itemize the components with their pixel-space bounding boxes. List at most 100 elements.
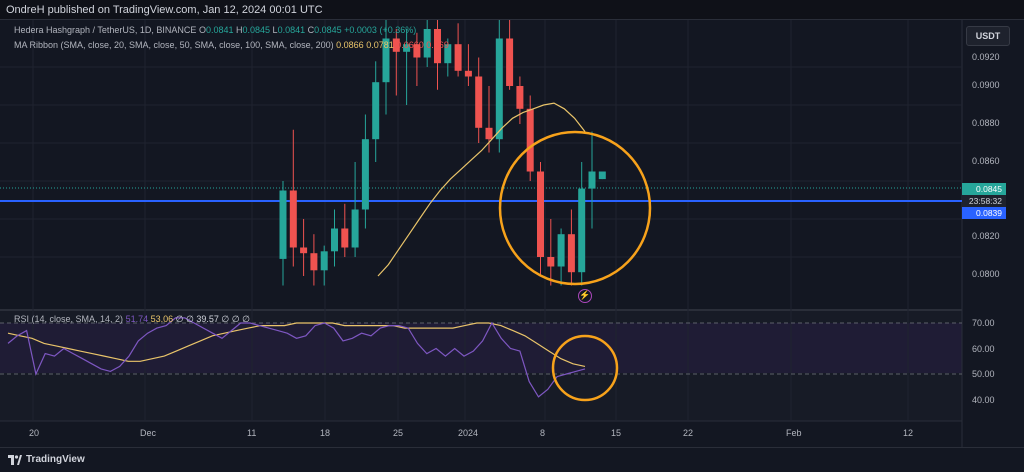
published-header: OndreH published on TradingView.com, Jan… <box>0 0 1024 20</box>
ma-ribbon-legend[interactable]: MA Ribbon (SMA, close, 20, SMA, close, 5… <box>14 40 449 50</box>
highlight-circle-price[interactable] <box>498 130 652 286</box>
candle-body <box>392 38 400 52</box>
rsi-tick-50: 50.00 <box>972 369 995 379</box>
ma-value-2: 0.0781 <box>366 40 394 50</box>
candle-body <box>382 38 390 83</box>
candle-body <box>423 29 431 58</box>
rsi-value-6: ∅ <box>221 314 230 324</box>
time-tick-12: 12 <box>903 428 913 438</box>
candle-body <box>341 228 349 248</box>
candle-body <box>403 44 411 52</box>
close-value: 0.0845 <box>314 25 342 35</box>
low-value: 0.0841 <box>277 25 306 35</box>
time-tick-feb: Feb <box>786 428 802 438</box>
rsi-value-1: 51.74 <box>125 314 149 324</box>
ma-value-4: 0.069 <box>426 40 449 50</box>
gridlines <box>0 20 962 421</box>
price-tick-0800: 0.0800 <box>972 269 1000 279</box>
footer-bar: TradingView <box>0 447 1024 472</box>
highlight-circle-rsi[interactable] <box>551 334 619 402</box>
low-label: L <box>272 25 278 35</box>
candle-body <box>475 76 483 128</box>
rsi-tick-60: 60.00 <box>972 344 995 354</box>
last-price-badge: 0.0845 <box>962 183 1006 195</box>
time-tick-22: 22 <box>683 428 693 438</box>
line-price-value: 0.0839 <box>976 208 1002 218</box>
ma-ribbon-label: MA Ribbon (SMA, close, 20, SMA, close, 5… <box>14 40 334 50</box>
change-value: +0.0003 (+0.36%) <box>344 25 417 35</box>
ma-value-1: 0.0866 <box>336 40 364 50</box>
rsi-line <box>7 317 586 398</box>
time-tick-dec: Dec <box>140 428 157 438</box>
time-tick-18: 18 <box>320 428 330 438</box>
close-label: C <box>307 25 315 35</box>
candle-body <box>289 190 297 248</box>
open-value: 0.0841 <box>205 25 234 35</box>
time-tick-15: 15 <box>611 428 621 438</box>
price-tick-0900: 0.0900 <box>972 80 1000 90</box>
candle-body <box>506 38 514 86</box>
ma-value-3: 0.0660 <box>396 40 424 50</box>
published-text: OndreH published on TradingView.com, Jan… <box>6 4 323 16</box>
rsi-legend[interactable]: RSI (14, close, SMA, 14, 2) 51.74 53.06 … <box>14 314 250 325</box>
candle-body <box>526 108 534 172</box>
footer-brand: TradingView <box>26 454 85 465</box>
rsi-label: RSI (14, close, SMA, 14, 2) <box>14 314 124 324</box>
candle-body <box>588 171 596 189</box>
candle-body <box>464 70 472 77</box>
candle-body <box>454 44 462 71</box>
candle-body <box>578 188 586 273</box>
countdown-badge: 23:58:32 <box>962 195 1006 207</box>
time-tick-2024: 2024 <box>458 428 478 438</box>
time-tick-25: 25 <box>393 428 403 438</box>
line-price-badge: 0.0839 <box>962 207 1006 219</box>
ma-ribbon-line <box>377 102 586 277</box>
candle-body <box>361 139 369 210</box>
candle-body <box>351 209 359 248</box>
symbol-name: Hedera Hashgraph / TetherUS, 1D, BINANCE <box>14 25 197 35</box>
candle-body <box>516 86 524 109</box>
candle-body <box>537 171 544 257</box>
high-value: 0.0845 <box>242 25 271 35</box>
time-tick-20: 20 <box>29 428 39 438</box>
candle-body <box>413 44 421 58</box>
candle-body <box>372 82 380 140</box>
candles-group <box>279 20 606 286</box>
lightning-icon[interactable]: ⚡ <box>578 289 592 303</box>
rsi-value-3: ∅ <box>175 314 184 324</box>
candle-body <box>547 257 555 267</box>
time-tick-8: 8 <box>540 428 545 438</box>
rsi-value-7: ∅ <box>231 314 240 324</box>
open-label: O <box>198 25 206 35</box>
candle-body <box>320 251 328 271</box>
price-chart[interactable]: 0.0920 0.0900 0.0880 0.0860 0.0820 0.080… <box>0 20 1024 447</box>
rsi-ma-line <box>7 322 586 367</box>
candle-body <box>310 253 318 271</box>
countdown-value: 23:58:32 <box>968 196 1002 206</box>
candle-body <box>485 127 493 140</box>
candle-body <box>444 44 452 64</box>
rsi-value-4: ∅ <box>186 314 194 324</box>
price-tick-0880: 0.0880 <box>972 118 1000 128</box>
candle-body <box>331 228 338 252</box>
candle-body <box>300 247 308 254</box>
rsi-tick-70: 70.00 <box>972 318 995 328</box>
currency-button[interactable]: USDT <box>966 26 1010 46</box>
price-tick-0860: 0.0860 <box>972 156 1000 166</box>
price-tick-top: 0.0920 <box>972 52 1000 62</box>
price-tick-0820: 0.0820 <box>972 231 1000 241</box>
candle-body <box>598 171 606 180</box>
tradingview-logo-icon <box>8 455 22 465</box>
candle-body <box>434 29 441 64</box>
symbol-legend[interactable]: Hedera Hashgraph / TetherUS, 1D, BINANCE… <box>14 25 416 35</box>
candle-body <box>279 190 287 259</box>
rsi-value-8: ∅ <box>242 314 250 324</box>
time-tick-11: 11 <box>247 428 256 438</box>
candle-body <box>567 234 575 273</box>
rsi-value-5: 39.57 <box>196 314 219 324</box>
main-pane[interactable] <box>0 20 962 307</box>
candle-body <box>557 234 565 267</box>
candle-body <box>495 38 503 140</box>
rsi-band <box>0 323 962 373</box>
